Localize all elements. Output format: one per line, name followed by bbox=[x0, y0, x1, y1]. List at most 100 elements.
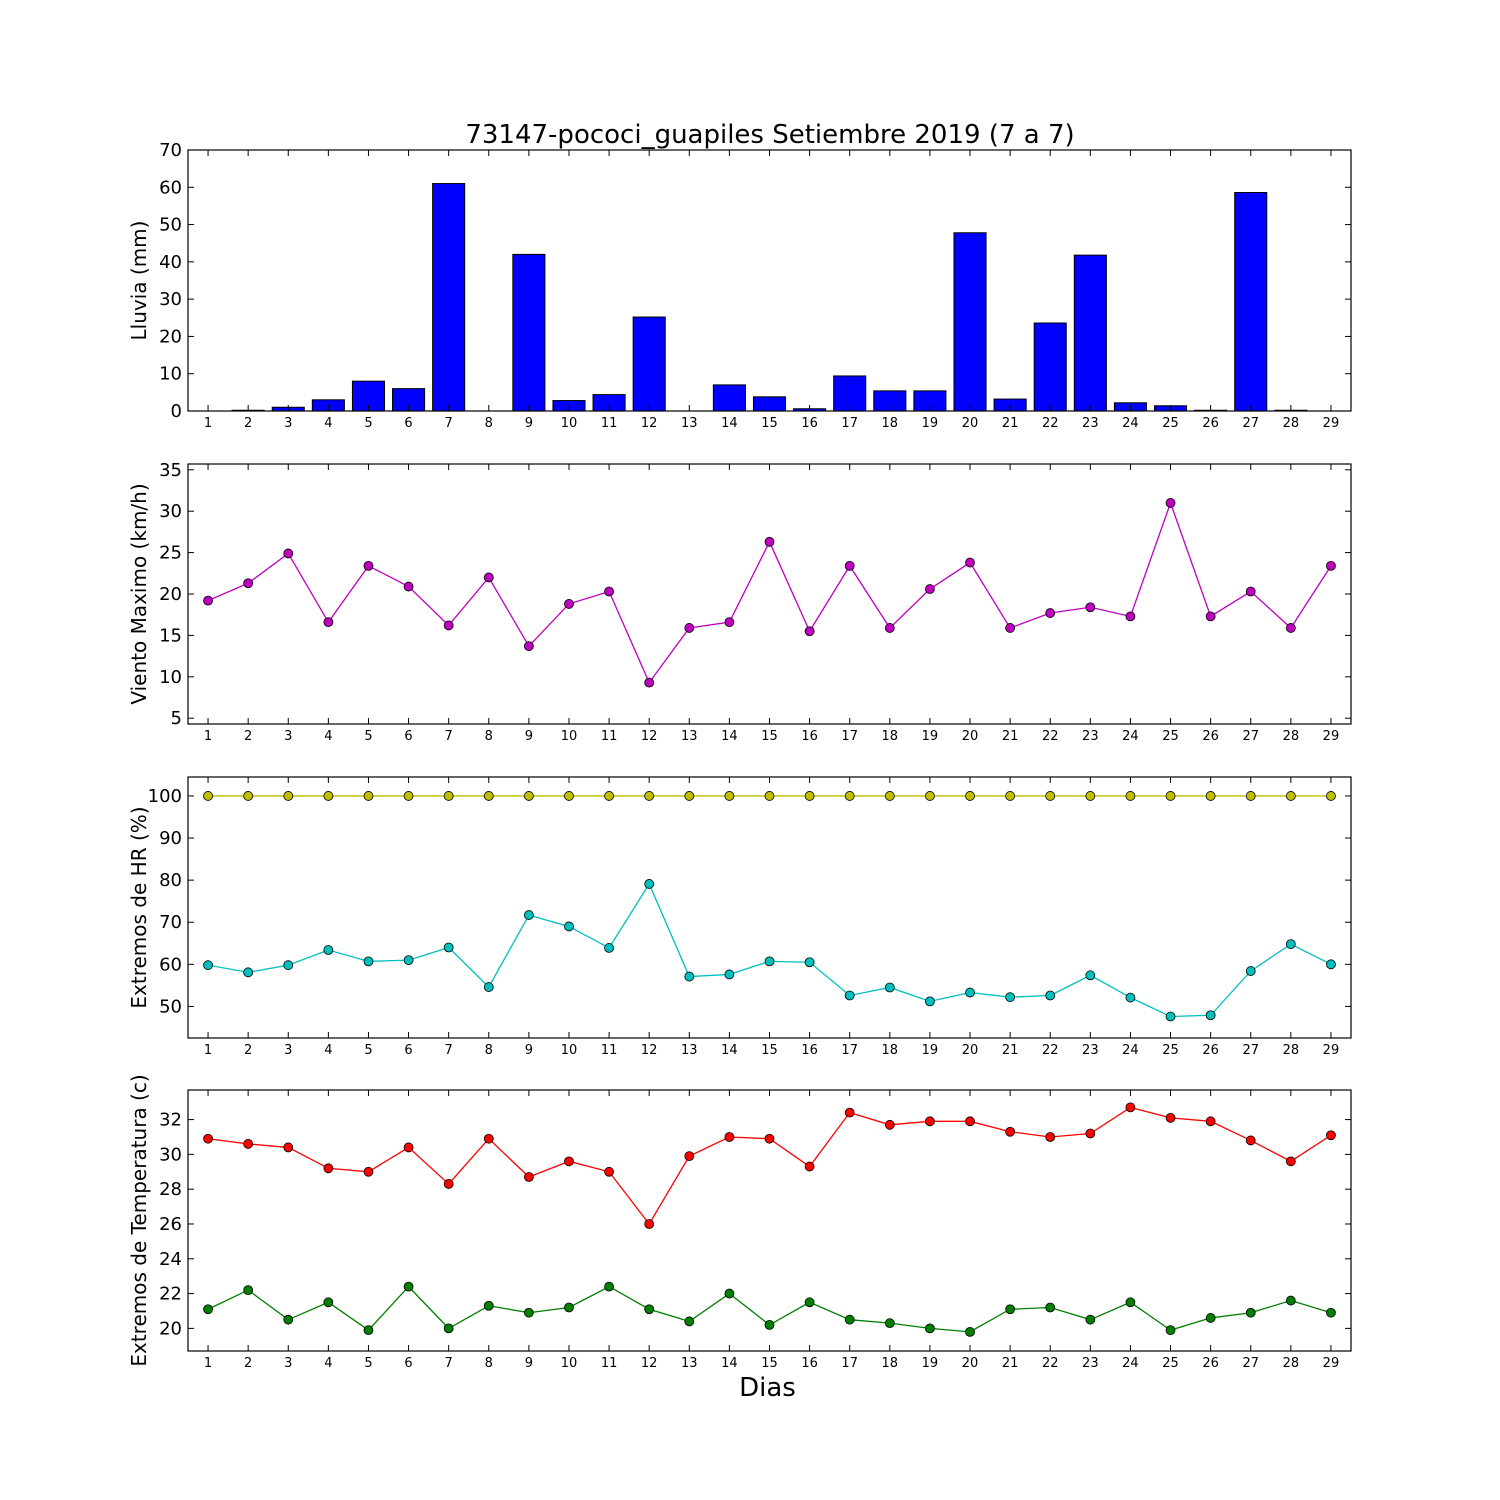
temperature-ytick-label: 26 bbox=[159, 1214, 182, 1235]
temperature-point bbox=[1285, 1156, 1296, 1167]
temperature-point bbox=[483, 1133, 494, 1144]
wind-point bbox=[283, 548, 294, 559]
temperature-point bbox=[1125, 1297, 1136, 1308]
wind-ytick-label: 25 bbox=[159, 543, 182, 564]
temperature-ylabel: Extremos de Temperatura (c) bbox=[127, 1074, 151, 1366]
humidity-point bbox=[965, 987, 975, 998]
temperature-point bbox=[243, 1285, 254, 1295]
temperature-point bbox=[1285, 1295, 1296, 1306]
wind-xtick-label: 1 bbox=[204, 729, 212, 744]
rain-xtick-label: 5 bbox=[364, 416, 372, 431]
temperature-xtick-label: 17 bbox=[841, 1356, 858, 1371]
temperature-point bbox=[564, 1156, 574, 1167]
temperature-xtick-label: 4 bbox=[324, 1356, 332, 1371]
temperature-point bbox=[1005, 1304, 1016, 1315]
wind-ytick-label: 35 bbox=[159, 460, 182, 481]
rain-bar bbox=[512, 253, 546, 412]
rain-ytick-label: 10 bbox=[159, 364, 182, 385]
temperature-point bbox=[1085, 1128, 1096, 1139]
temperature-xtick-label: 27 bbox=[1242, 1356, 1259, 1371]
temperature-xtick-label: 15 bbox=[761, 1356, 778, 1371]
wind-point bbox=[1045, 608, 1056, 618]
humidity-xtick-label: 16 bbox=[801, 1043, 818, 1058]
temperature-xtick-label: 6 bbox=[404, 1356, 412, 1371]
temperature-point bbox=[644, 1304, 655, 1315]
humidity-xtick-label: 28 bbox=[1283, 1043, 1300, 1058]
temperature-xtick-label: 21 bbox=[1002, 1356, 1019, 1371]
humidity-ylabel: Extremos de HR (%) bbox=[127, 806, 151, 1008]
rain-axes-frame bbox=[187, 149, 1352, 412]
temperature-xtick-label: 5 bbox=[364, 1356, 372, 1371]
temperature-point bbox=[1165, 1112, 1176, 1123]
humidity-series-line bbox=[207, 882, 1332, 1018]
wind-point bbox=[1165, 498, 1176, 508]
wind-xtick-label: 7 bbox=[445, 729, 453, 744]
temperature-point bbox=[283, 1142, 294, 1153]
humidity-point bbox=[1165, 1011, 1176, 1022]
wind-xtick-label: 6 bbox=[404, 729, 412, 744]
temperature-point bbox=[804, 1161, 815, 1172]
temperature-xtick-label: 24 bbox=[1122, 1356, 1139, 1371]
wind-point bbox=[363, 560, 374, 571]
temperature-point bbox=[323, 1297, 334, 1308]
humidity-point bbox=[523, 910, 534, 920]
humidity-point bbox=[1285, 791, 1296, 801]
humidity-xtick-label: 21 bbox=[1002, 1043, 1019, 1058]
rain-xtick-label: 2 bbox=[244, 416, 252, 431]
wind-point bbox=[483, 572, 494, 583]
humidity-xtick-label: 18 bbox=[882, 1043, 899, 1058]
figure-title: 73147-pococi_guapiles Setiembre 2019 (7 … bbox=[465, 120, 1074, 150]
temperature-point bbox=[203, 1133, 213, 1144]
wind-point bbox=[443, 620, 454, 631]
wind-point bbox=[684, 623, 695, 633]
humidity-xtick-label: 25 bbox=[1162, 1043, 1179, 1058]
rain-xtick-label: 11 bbox=[601, 416, 618, 431]
rain-xtick-label: 21 bbox=[1002, 416, 1019, 431]
temperature-point bbox=[925, 1116, 935, 1127]
humidity-point bbox=[1205, 1010, 1216, 1021]
temperature-point bbox=[1045, 1302, 1056, 1313]
rain-xtick-label: 9 bbox=[525, 416, 533, 431]
humidity-ytick-label: 100 bbox=[148, 786, 182, 807]
rain-ytick-label: 40 bbox=[159, 252, 182, 273]
rain-xtick-label: 13 bbox=[681, 416, 698, 431]
temperature-point bbox=[844, 1107, 855, 1118]
humidity-point bbox=[925, 996, 935, 1007]
wind-xtick-label: 12 bbox=[641, 729, 658, 744]
temperature-xtick-label: 28 bbox=[1283, 1356, 1300, 1371]
wind-point bbox=[1125, 611, 1136, 622]
rain-xtick-label: 7 bbox=[445, 416, 453, 431]
wind-xtick-label: 27 bbox=[1242, 729, 1259, 744]
humidity-point bbox=[564, 921, 574, 932]
temperature-point bbox=[684, 1316, 695, 1327]
temperature-point bbox=[925, 1323, 935, 1334]
humidity-point bbox=[1045, 990, 1056, 1001]
wind-point bbox=[1326, 560, 1336, 571]
humidity-point bbox=[844, 791, 855, 801]
temperature-point bbox=[1326, 1130, 1336, 1141]
rain-ytick-label: 30 bbox=[159, 289, 182, 310]
wind-xtick-label: 18 bbox=[882, 729, 899, 744]
wind-point bbox=[884, 623, 895, 633]
temperature-point bbox=[1085, 1314, 1096, 1325]
temperature-point bbox=[483, 1300, 494, 1311]
humidity-point bbox=[884, 982, 895, 993]
wind-ytick-label: 5 bbox=[171, 708, 182, 729]
wind-xtick-label: 8 bbox=[485, 729, 493, 744]
temperature-xlabel: Dias bbox=[739, 1373, 796, 1403]
temperature-xtick-label: 18 bbox=[882, 1356, 899, 1371]
wind-ytick-label: 15 bbox=[159, 625, 182, 646]
temperature-point bbox=[1245, 1135, 1256, 1146]
humidity-xtick-label: 12 bbox=[641, 1043, 658, 1058]
humidity-point bbox=[1125, 992, 1136, 1003]
wind-point bbox=[523, 641, 534, 652]
temperature-xtick-label: 11 bbox=[601, 1356, 618, 1371]
humidity-point bbox=[243, 791, 254, 801]
temperature-point bbox=[844, 1314, 855, 1325]
temperature-xtick-label: 25 bbox=[1162, 1356, 1179, 1371]
humidity-xtick-label: 10 bbox=[561, 1043, 578, 1058]
